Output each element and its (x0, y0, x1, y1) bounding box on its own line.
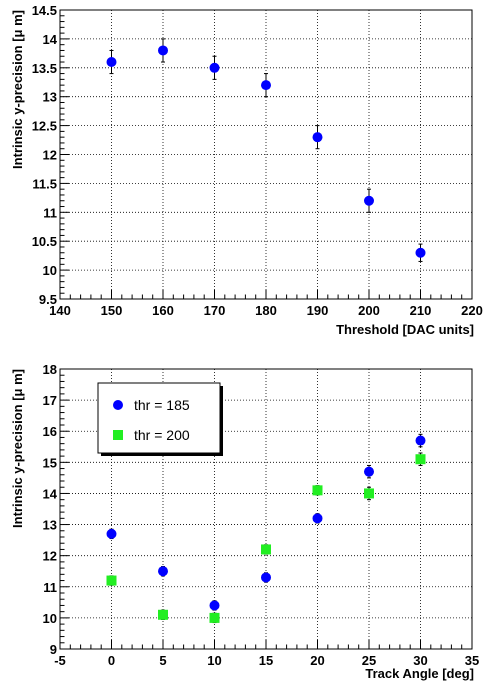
threshold-chart-data-point (415, 247, 426, 258)
threshold-chart-x-tick-label: 150 (101, 303, 123, 318)
threshold-chart-y-tick-label: 9.5 (39, 292, 57, 307)
track-angle-chart-data-point (106, 575, 117, 586)
track-angle-chart-y-axis-label: Intrinsic y-precision [μ m] (10, 369, 25, 528)
track-angle-chart-series-1 (106, 433, 426, 611)
threshold-chart-tick-labels: 140 150 160 170 180 190 200 210 220 9.5 10 10.5 11 11… (32, 3, 483, 318)
track-angle-chart-y-tick-label: 10 (43, 611, 57, 626)
track-angle-chart-y-tick-label: 14 (43, 486, 58, 501)
track-angle-chart-y-tick-label: 17 (43, 393, 57, 408)
threshold-chart-x-tick-label: 140 (49, 303, 71, 318)
threshold-chart-panel: Threshold [DAC units] Intrinsic y-precis… (10, 3, 483, 337)
threshold-chart-data-point (106, 57, 117, 68)
track-angle-chart-y-tick-label: 16 (43, 424, 57, 439)
track-angle-chart-panel: Track Angle [deg] Intrinsic y-precision … (10, 362, 479, 681)
threshold-chart-y-tick-label: 12.5 (32, 119, 57, 134)
track-angle-chart-data-point (158, 609, 168, 620)
threshold-chart-y-tick-label: 10 (43, 263, 57, 278)
track-angle-chart-data-point (261, 572, 271, 583)
legend-label: thr = 200 (134, 427, 190, 443)
legend-marker (113, 430, 123, 440)
track-angle-chart-x-tick-label: -5 (54, 653, 66, 668)
threshold-chart-y-tick-label: 12 (43, 148, 57, 163)
threshold-chart-x-tick-label: 170 (204, 303, 226, 318)
track-angle-chart-axis-ticks (59, 368, 473, 650)
threshold-chart-y-tick-label: 11 (43, 205, 57, 220)
track-angle-chart-data-point (158, 566, 168, 577)
track-angle-chart-data-point (209, 612, 220, 623)
threshold-chart-x-tick-label: 180 (255, 303, 277, 318)
legend-marker (113, 400, 123, 410)
threshold-chart-y-tick-label: 11.5 (32, 176, 57, 191)
track-angle-chart-data-point (209, 600, 220, 611)
track-angle-chart-x-tick-label: 20 (310, 653, 324, 668)
track-angle-chart-data-point (415, 454, 426, 465)
track-angle-chart-x-tick-label: 15 (259, 653, 273, 668)
track-angle-chart-data-point (364, 466, 374, 477)
track-angle-chart-y-tick-label: 15 (43, 455, 57, 470)
track-angle-chart-y-tick-label: 11 (43, 580, 57, 595)
legend-label: thr = 185 (134, 397, 190, 413)
threshold-chart-axis-ticks (59, 9, 473, 300)
track-angle-chart-x-tick-label: 30 (413, 653, 427, 668)
threshold-chart-x-tick-label: 160 (152, 303, 174, 318)
threshold-chart-data-point (158, 45, 168, 56)
threshold-chart-data-point (209, 62, 220, 73)
threshold-chart-y-axis-label: Intrinsic y-precision [μ m] (10, 10, 25, 169)
track-angle-chart-data-point (106, 528, 117, 539)
track-angle-chart-data-point (312, 485, 323, 496)
threshold-chart-x-tick-label: 190 (307, 303, 329, 318)
track-angle-chart-y-tick-label: 18 (43, 362, 57, 377)
track-angle-chart-y-tick-label: 9 (50, 642, 57, 657)
threshold-chart-grid (60, 10, 472, 299)
track-angle-chart-x-tick-label: 35 (465, 653, 479, 668)
threshold-chart-y-tick-label: 10.5 (32, 234, 57, 249)
threshold-chart-data-point (261, 80, 271, 91)
track-angle-chart-data-point (312, 513, 323, 524)
track-angle-chart-x-tick-label: 25 (362, 653, 376, 668)
threshold-chart-x-axis-label: Threshold [DAC units] (336, 322, 474, 337)
track-angle-chart-series-2 (106, 452, 426, 624)
threshold-chart-series-1 (106, 38, 426, 262)
threshold-chart-x-tick-label: 200 (358, 303, 380, 318)
threshold-chart-y-tick-label: 14.5 (32, 3, 57, 18)
threshold-chart-y-tick-label: 13 (43, 90, 57, 105)
track-angle-chart-x-tick-label: 10 (207, 653, 221, 668)
track-angle-chart-legend: thr = 185 thr = 200 (97, 382, 223, 456)
threshold-chart-x-tick-label: 220 (461, 303, 483, 318)
track-angle-chart-tick-labels: -5 0 5 10 15 20 25 30 35 9 10 11 12 13 14 15 16 17 18 (43, 362, 480, 668)
track-angle-chart-data-point (261, 544, 271, 555)
track-angle-chart-x-tick-label: 5 (159, 653, 166, 668)
threshold-chart-y-tick-label: 13.5 (32, 61, 57, 76)
legend-box (97, 382, 221, 454)
track-angle-chart-data-point (364, 488, 374, 499)
track-angle-chart-y-tick-label: 13 (43, 518, 57, 533)
track-angle-chart-x-tick-label: 0 (108, 653, 115, 668)
track-angle-chart-y-tick-label: 12 (43, 549, 57, 564)
threshold-chart-x-tick-label: 210 (410, 303, 432, 318)
threshold-chart-data-point (364, 195, 374, 206)
track-angle-chart-data-point (415, 435, 426, 446)
threshold-chart-y-tick-label: 14 (43, 32, 58, 47)
threshold-chart-data-point (312, 132, 323, 143)
track-angle-chart-x-axis-label: Track Angle [deg] (365, 666, 474, 681)
